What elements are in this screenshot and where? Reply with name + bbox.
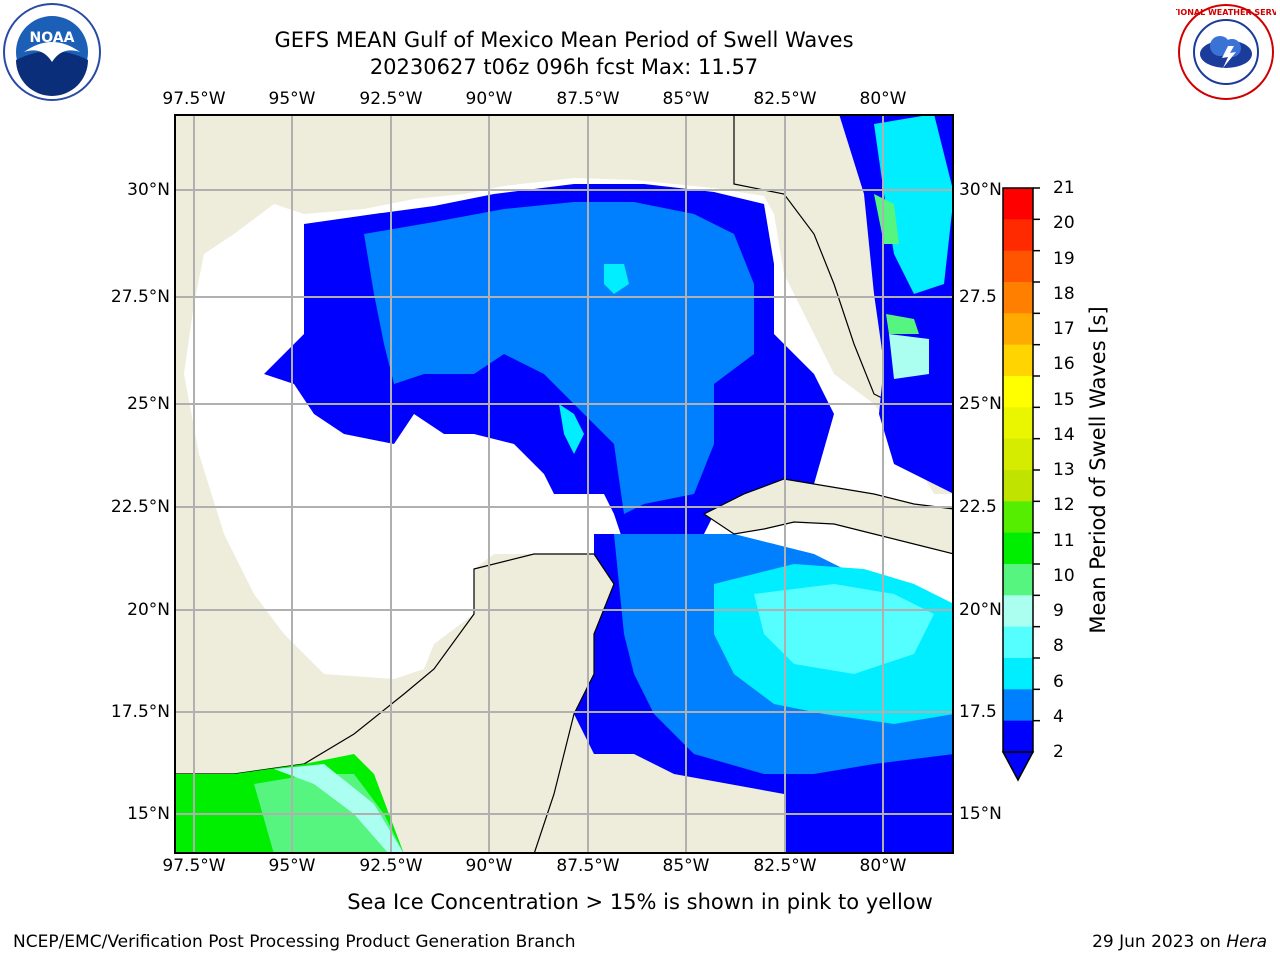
lat-label-left: 22.5°N [110,497,170,517]
colorbar-block [1003,658,1033,690]
colorbar-block [1003,313,1033,346]
colorbar-block [1003,376,1033,408]
lon-label-top: 95°W [268,89,316,109]
lon-label-bottom: 92.5°W [359,856,423,876]
lat-label-right: 15°N [959,804,1002,824]
lat-label-left: 17.5°N [110,702,170,722]
colorbar-block [1003,438,1033,471]
colorbar-tick-label: 8 [1053,636,1064,657]
colorbar-block [1003,595,1033,628]
colorbar-block [1003,407,1033,440]
colorbar-tick-label: 4 [1053,706,1064,727]
colorbar-tick-label: 2 [1053,742,1064,762]
colorbar-block [1003,626,1033,659]
colorbar-tick-label: 17 [1053,319,1075,339]
footer-date-text: 29 Jun 2023 on [1092,932,1227,952]
colorbar-block [1003,470,1033,502]
footer-date: 29 Jun 2023 on Hera [1092,932,1267,952]
lon-label-top: 85°W [662,89,710,109]
noaa-logo-text: NOAA [30,30,75,46]
lon-label-top: 90°W [465,89,513,109]
lat-label-right: 27.5 [959,287,997,307]
lon-label-bottom: 85°W [662,856,710,876]
swell-region-atlantic-cyan [874,114,954,294]
colorbar-tick-label: 10 [1053,565,1075,586]
lat-label-left: 30°N [127,180,170,200]
lon-label-bottom: 87.5°W [556,856,620,876]
lat-label-left: 15°N [127,804,170,824]
colorbar-tick-label: 16 [1053,354,1075,375]
nws-logo-text: NATIONAL WEATHER SERVICE [1176,8,1276,17]
swell-region-cyan-1 [604,264,629,294]
colorbar-title: Mean Period of Swell Waves [s] [1086,306,1110,634]
swell-region-cyan-2 [559,404,584,454]
colorbar-tick-label: 20 [1053,213,1075,234]
colorbar-tick-label: 12 [1053,495,1075,516]
swell-region-atlantic-cyan2 [889,334,929,379]
gulf-map [174,114,954,854]
lat-label-left: 20°N [127,600,170,620]
footer-host: Hera [1226,932,1267,952]
colorbar-tick-label: 15 [1053,389,1075,410]
colorbar-block [1003,720,1033,753]
noaa-logo: NOAA [3,3,101,101]
lon-label-top: 82.5°W [753,89,817,109]
lon-label-top: 92.5°W [359,89,423,109]
footer-credit: NCEP/EMC/Verification Post Processing Pr… [13,932,576,952]
lat-label-right: 20°N [959,600,1002,620]
colorbar-block [1003,282,1033,314]
colorbar-block [1003,689,1033,722]
colorbar-block [1003,219,1033,252]
lat-label-right: 25°N [959,394,1002,414]
sea-ice-note: Sea Ice Concentration > 15% is shown in … [347,890,933,914]
swell-region-caribbean-cyan2 [754,584,934,674]
nws-logo: NATIONAL WEATHER SERVICE [1176,4,1276,100]
swell-region-atlantic-green2 [886,314,919,334]
lat-label-left: 25°N [127,394,170,414]
lon-label-bottom: 80°W [859,856,907,876]
swell-region-mid [364,202,754,514]
chart-subtitle: 20230627 t06z 096h fcst Max: 11.57 [369,55,759,79]
chart-title: GEFS MEAN Gulf of Mexico Mean Period of … [274,28,854,52]
lon-label-bottom: 82.5°W [753,856,817,876]
colorbar-tick-label: 18 [1053,283,1075,304]
colorbar-block [1003,344,1033,377]
lon-label-top: 87.5°W [556,89,620,109]
colorbar-tick-label: 9 [1053,601,1064,621]
colorbar [1001,187,1040,782]
colorbar-block [1003,501,1033,534]
lon-label-bottom: 90°W [465,856,513,876]
lon-label-top: 80°W [859,89,907,109]
map-frame [174,114,954,854]
swell-region-pacific-cyan [274,764,404,854]
lat-label-right: 30°N [959,180,1002,200]
lat-label-right: 17.5 [959,702,997,722]
cuba-land [702,478,954,555]
lat-label-right: 22.5 [959,497,997,517]
colorbar-tick-label: 14 [1053,424,1075,445]
colorbar-extend-arrow [1001,751,1035,782]
colorbar-block [1003,564,1033,596]
colorbar-tick-label: 6 [1053,671,1064,692]
map-grid [174,114,954,854]
colorbar-tick-label: 21 [1053,178,1075,198]
lon-label-bottom: 97.5°W [162,856,226,876]
colorbar-block [1003,250,1033,283]
lat-label-left: 27.5°N [110,287,170,307]
swell-region-atlantic-green [874,194,899,244]
colorbar-block [1003,532,1033,565]
colorbar-tick-label: 13 [1053,460,1075,480]
colorbar-frame [1002,187,1034,753]
colorbar-tick-label: 11 [1053,530,1075,551]
lon-label-bottom: 95°W [268,856,316,876]
colorbar-tick-label: 19 [1053,248,1075,269]
lon-label-top: 97.5°W [162,89,226,109]
colorbar-block [1003,188,1033,220]
